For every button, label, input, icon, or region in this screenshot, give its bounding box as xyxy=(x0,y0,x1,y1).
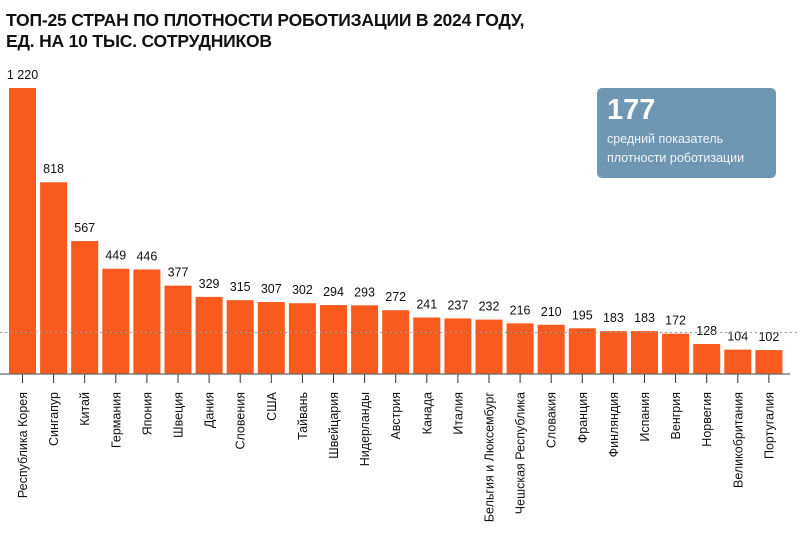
data-label: 1 220 xyxy=(7,68,38,82)
x-tick-label: Италия xyxy=(451,392,465,435)
data-label: 302 xyxy=(292,283,313,297)
bar xyxy=(724,349,752,374)
average-description-line-1: средний показатель xyxy=(607,132,724,146)
x-tick-label: Финляндия xyxy=(607,392,621,457)
data-label: 216 xyxy=(510,303,531,317)
chart-title: ТОП-25 СТРАН ПО ПЛОТНОСТИ РОБОТИЗАЦИИ В … xyxy=(6,10,524,52)
data-label: 272 xyxy=(385,290,406,304)
bar xyxy=(71,241,99,374)
bar xyxy=(226,300,254,374)
data-label: 818 xyxy=(43,162,64,176)
x-tick-label: Норвегия xyxy=(700,392,714,447)
average-description-line-2: плотности роботизации xyxy=(607,151,745,165)
bar xyxy=(382,310,410,374)
data-label: 232 xyxy=(479,300,500,314)
x-tick-label: Венгрия xyxy=(669,392,683,439)
x-tick-label: Нидерланды xyxy=(358,392,372,466)
x-tick-label: Канада xyxy=(420,392,434,434)
x-tick-label: США xyxy=(265,391,279,420)
data-label: 183 xyxy=(603,311,624,325)
data-label: 172 xyxy=(665,314,686,328)
x-tick-label: Великобритания xyxy=(731,392,745,488)
data-label: 183 xyxy=(634,311,655,325)
x-tick-label: Франция xyxy=(576,392,590,443)
x-tick-label: Испания xyxy=(638,392,652,442)
data-label: 377 xyxy=(168,266,189,280)
data-label: 128 xyxy=(696,324,717,338)
x-tick-label: Тайвань xyxy=(296,392,310,440)
data-label: 446 xyxy=(136,249,157,263)
x-tick-label: Словения xyxy=(234,392,248,450)
data-label: 315 xyxy=(230,280,251,294)
data-label: 241 xyxy=(416,298,437,312)
bar xyxy=(288,303,316,374)
data-label: 293 xyxy=(354,285,375,299)
data-label: 567 xyxy=(74,221,95,235)
bar xyxy=(133,269,161,374)
x-tick-label: Словакия xyxy=(545,392,559,448)
data-label: 449 xyxy=(105,249,126,263)
bar xyxy=(631,331,658,374)
x-tick-label: Чешская Республика xyxy=(514,392,528,514)
x-tick-label: Португалия xyxy=(762,392,776,459)
x-tick-label: Австрия xyxy=(389,392,403,440)
bar xyxy=(257,302,285,374)
data-label: 307 xyxy=(261,282,282,296)
bar xyxy=(195,296,223,374)
x-tick-label: Китай xyxy=(78,392,92,426)
bar xyxy=(755,350,783,374)
bar xyxy=(102,268,130,374)
bar xyxy=(413,317,441,374)
bar xyxy=(506,323,534,374)
average-value: 177 xyxy=(607,94,656,126)
data-label: 102 xyxy=(758,330,779,344)
x-tick-label: Дания xyxy=(203,392,217,428)
x-tick-label: Сингапур xyxy=(47,392,61,446)
data-label: 329 xyxy=(199,277,220,291)
bar xyxy=(568,328,596,374)
bar xyxy=(693,343,721,374)
x-tick-label: Швейцария xyxy=(327,392,341,459)
bar xyxy=(599,331,627,374)
data-label: 237 xyxy=(447,298,468,312)
data-label: 195 xyxy=(572,308,593,322)
x-tick-label: Швеция xyxy=(172,392,186,438)
bar xyxy=(40,182,68,374)
bar xyxy=(9,88,36,374)
title-line-2: ЕД. НА 10 ТЫС. СОТРУДНИКОВ xyxy=(6,31,272,51)
x-tick-label: Германия xyxy=(109,392,123,448)
data-label: 210 xyxy=(541,305,562,319)
bar xyxy=(351,305,379,374)
bar xyxy=(444,318,472,374)
x-tick-label: Республика Корея xyxy=(16,392,30,498)
average-description: средний показатель плотности роботизации xyxy=(607,130,744,168)
bar xyxy=(475,319,503,374)
x-tick-label: Бельгия и Люксембург xyxy=(483,392,497,523)
data-label: 104 xyxy=(727,330,748,344)
x-tick-label: Япония xyxy=(140,392,154,435)
average-callout: 177 средний показатель плотности роботиз… xyxy=(597,88,776,178)
bar xyxy=(164,285,192,374)
title-line-1: ТОП-25 СТРАН ПО ПЛОТНОСТИ РОБОТИЗАЦИИ В … xyxy=(6,10,525,30)
bar xyxy=(320,305,347,374)
data-label: 294 xyxy=(323,285,344,299)
bar xyxy=(662,333,690,374)
